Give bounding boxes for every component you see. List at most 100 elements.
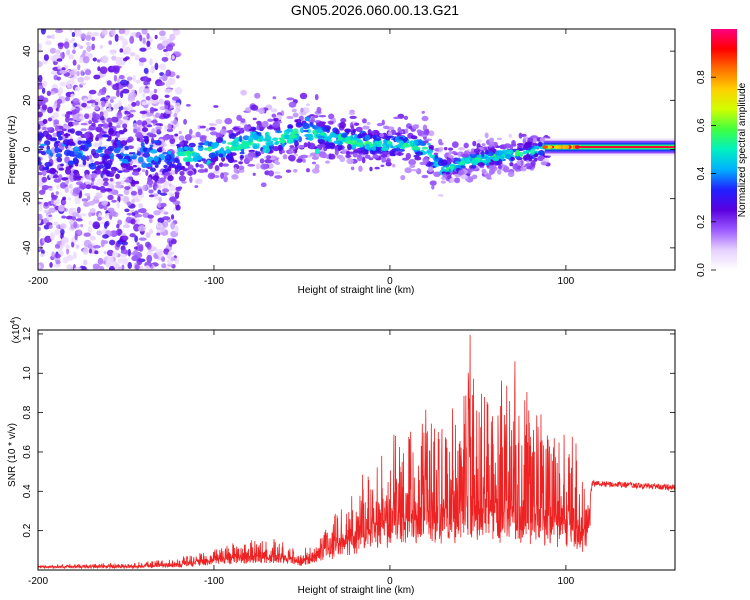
spectrogram-cell xyxy=(195,162,199,168)
spectrogram-cell xyxy=(348,112,356,115)
spectrogram-cell xyxy=(97,257,104,265)
spectrogram-cell xyxy=(374,166,380,170)
spectrogram-cell xyxy=(344,128,351,133)
spectrogram-cell xyxy=(418,139,423,145)
spectrogram-cell xyxy=(364,150,369,155)
spectrogram-cell xyxy=(346,150,350,156)
spectrogram-cell xyxy=(161,73,168,82)
spectrogram-cell xyxy=(421,115,429,122)
spectrogram-cell xyxy=(130,190,138,196)
spectrogram-cell xyxy=(282,154,288,160)
spectrogram-cell xyxy=(325,160,330,164)
spectrogram-cell xyxy=(165,266,170,270)
spectrogram-cell xyxy=(38,84,44,90)
spectrogram-cell xyxy=(101,200,108,206)
spectrogram-cell xyxy=(403,142,409,148)
spectrogram-cell xyxy=(79,45,84,49)
spectrogram-cell xyxy=(289,146,297,150)
spectrogram-cell xyxy=(146,254,153,263)
spectrogram-cell xyxy=(71,241,75,248)
spectrogram-cell xyxy=(339,156,346,163)
spectrogram-cell xyxy=(83,200,87,207)
spectrogram-cell xyxy=(72,49,76,55)
spectrogram-cell xyxy=(197,144,204,148)
spectrogram-cell xyxy=(350,166,355,171)
spectrogram-cell xyxy=(70,224,75,230)
spectrogram-cell xyxy=(530,160,536,167)
spectrogram-cell xyxy=(38,189,46,195)
spectrogram-cell xyxy=(138,202,144,209)
spectrogram-cell xyxy=(427,142,431,146)
spectrogram-cell xyxy=(371,129,379,136)
spectrogram-cell xyxy=(141,101,148,106)
spectrogram-cell xyxy=(220,172,225,180)
spectrogram-cell xyxy=(139,207,147,214)
spectrogram-cell xyxy=(71,106,76,110)
spectrogram-cell xyxy=(123,188,130,195)
spectrogram-cell xyxy=(110,29,116,36)
spectrogram-cell xyxy=(109,177,114,182)
spectrogram-cell xyxy=(106,80,112,86)
spectrogram-cell xyxy=(123,128,128,133)
spectrogram-cell xyxy=(58,86,64,95)
spectrogram-cell xyxy=(225,146,230,150)
spectrogram-cell xyxy=(272,137,279,142)
spectrogram-cell xyxy=(105,163,112,170)
spectrogram-cell xyxy=(88,120,93,125)
spectrogram-cell xyxy=(174,169,178,175)
snr-exponent-power: 4 xyxy=(10,320,17,324)
spectrogram-cell xyxy=(254,92,261,99)
spectrogram-cell xyxy=(50,70,58,75)
spectrogram-cell xyxy=(132,74,136,82)
spectrogram-cell xyxy=(480,159,487,163)
spectrogram-cell xyxy=(120,148,125,153)
spectrogram-cell xyxy=(170,221,176,230)
spectrogram-cell xyxy=(392,163,396,168)
spectrogram-cell xyxy=(55,153,63,159)
spectrogram-cell xyxy=(124,179,132,183)
spectrogram-cell xyxy=(109,98,114,103)
spectrogram-cell xyxy=(87,226,92,234)
spectrogram-cell xyxy=(81,198,89,202)
spectrogram-cell xyxy=(247,155,254,162)
spectrogram-cell xyxy=(153,210,161,216)
spectrogram-cell xyxy=(222,163,229,167)
spectrogram-cell xyxy=(368,157,374,161)
spectrogram-cell xyxy=(38,43,43,51)
spectrogram-cell xyxy=(38,111,43,118)
spectrogram-cell xyxy=(107,194,114,201)
spectrogram-cell xyxy=(344,136,351,142)
spectrogram-cell xyxy=(157,81,165,86)
spectrogram-cell xyxy=(137,167,142,171)
spectrogram-cell xyxy=(95,126,103,133)
spectrogram-cell xyxy=(294,140,299,147)
spectrogram-cell xyxy=(87,200,96,206)
spectrogram-cell xyxy=(411,124,419,130)
spectrogram-cell xyxy=(124,208,130,213)
spectrogram-cell xyxy=(88,89,97,95)
spectrogram-cell xyxy=(76,43,81,48)
spectrogram-cell xyxy=(48,214,53,218)
spectrogram-cell xyxy=(210,142,217,149)
spectrogram-cell xyxy=(38,95,45,101)
spectrogram-cell xyxy=(236,114,242,121)
spectrogram-cell xyxy=(142,37,146,45)
spectrogram-cell xyxy=(170,169,177,176)
spectrogram-cell xyxy=(275,130,283,134)
spectrogram-cell xyxy=(88,248,93,254)
spectrogram-cell xyxy=(131,89,136,93)
spectrogram-cell xyxy=(210,123,217,126)
spectrogram-cell xyxy=(238,161,243,165)
spectrogram-cell xyxy=(385,135,391,141)
spectrogram-cell xyxy=(126,212,133,216)
spectrogram-cell xyxy=(520,166,527,172)
spectrogram-cell xyxy=(471,159,479,166)
spectrogram-cell xyxy=(72,187,81,194)
spectrogram-cell xyxy=(421,134,427,138)
snr-y-tick-label: 1.0 xyxy=(22,366,33,380)
spectrogram-cell xyxy=(108,103,112,109)
spectrogram-cell xyxy=(214,174,220,178)
spectrogram-cell xyxy=(154,62,159,71)
spectrogram-cell xyxy=(414,156,422,161)
spectrogram-cell xyxy=(107,135,112,140)
